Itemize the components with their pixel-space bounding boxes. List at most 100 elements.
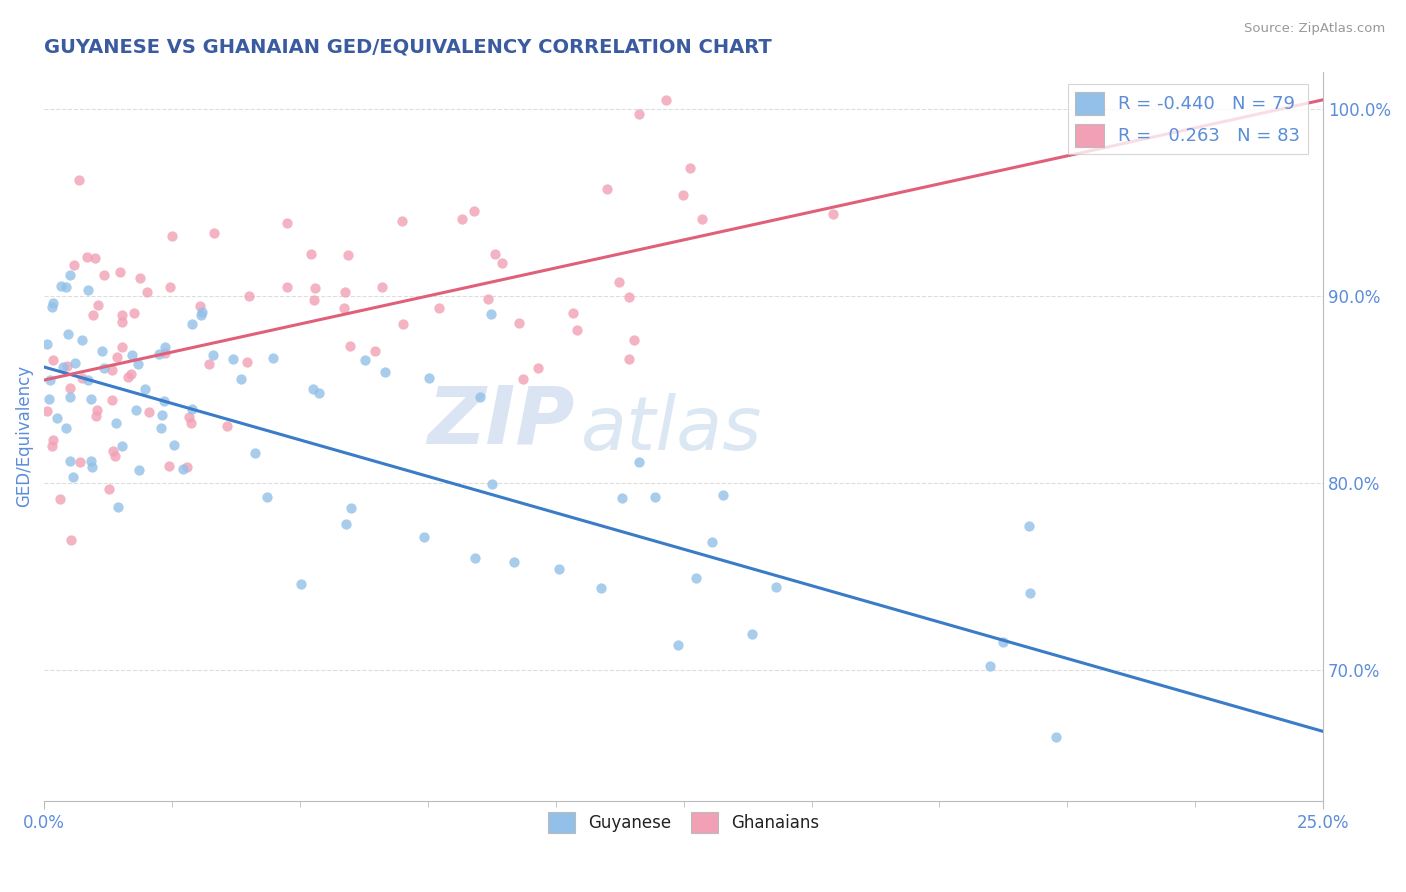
Point [59, 381, 82, 395]
Point [464, 550, 486, 565]
Point [262, 351, 284, 365]
Point [35, 403, 58, 417]
Point [181, 401, 204, 416]
Text: atlas: atlas [581, 392, 762, 465]
Point [122, 305, 145, 319]
Point [201, 348, 224, 362]
Point [56, 327, 79, 342]
Point [41, 295, 63, 310]
Point [177, 409, 200, 424]
Point [363, 344, 385, 359]
Point [98, 482, 121, 496]
Point [82, 309, 104, 323]
Point [672, 187, 695, 202]
Point [160, 229, 183, 244]
Point [38, 392, 60, 406]
Point [627, 455, 650, 469]
Point [238, 289, 260, 303]
Point [136, 285, 159, 299]
Point [41, 439, 63, 453]
Point [59, 454, 82, 468]
Point [77, 373, 100, 387]
Y-axis label: GED/Equivalency: GED/Equivalency [15, 365, 32, 508]
Point [979, 659, 1001, 673]
Legend: Guyanese, Ghanaians: Guyanese, Ghanaians [541, 805, 825, 839]
Point [101, 363, 124, 377]
Point [84, 409, 107, 424]
Point [84, 251, 107, 265]
Point [105, 416, 128, 430]
Point [236, 355, 259, 369]
Point [229, 372, 252, 386]
Point [609, 275, 631, 289]
Point [198, 357, 221, 371]
Point [41, 353, 63, 368]
Point [711, 488, 734, 502]
Point [55, 359, 77, 373]
Point [55, 421, 77, 435]
Point [666, 638, 689, 652]
Point [80, 460, 103, 475]
Point [450, 212, 472, 227]
Point [427, 301, 450, 315]
Point [153, 346, 176, 360]
Text: Source: ZipAtlas.com: Source: ZipAtlas.com [1244, 22, 1385, 36]
Point [59, 268, 82, 282]
Point [69, 455, 91, 469]
Point [172, 462, 194, 476]
Point [60, 533, 83, 548]
Point [702, 535, 724, 549]
Point [86, 403, 108, 417]
Point [413, 530, 436, 544]
Point [336, 248, 359, 262]
Point [104, 450, 127, 464]
Point [93, 361, 115, 376]
Point [153, 340, 176, 354]
Point [617, 290, 640, 304]
Point [484, 247, 506, 261]
Point [49, 492, 72, 507]
Point [741, 626, 763, 640]
Point [340, 500, 363, 515]
Point [302, 293, 325, 307]
Point [180, 417, 202, 431]
Point [527, 361, 550, 376]
Point [46, 410, 69, 425]
Text: GUYANESE VS GHANAIAN GED/EQUIVALENCY CORRELATION CHART: GUYANESE VS GHANAIAN GED/EQUIVALENCY COR… [44, 37, 772, 56]
Point [41, 300, 63, 314]
Point [52, 359, 75, 374]
Point [49, 278, 72, 293]
Point [765, 580, 787, 594]
Point [679, 161, 702, 175]
Point [59, 390, 82, 404]
Point [565, 323, 588, 337]
Point [370, 280, 392, 294]
Point [159, 279, 181, 293]
Point [127, 357, 149, 371]
Point [1018, 519, 1040, 533]
Point [256, 491, 278, 505]
Point [290, 577, 312, 591]
Point [993, 634, 1015, 648]
Point [612, 491, 634, 505]
Point [479, 307, 502, 321]
Point [508, 317, 530, 331]
Point [596, 182, 619, 196]
Point [623, 333, 645, 347]
Point [217, 418, 239, 433]
Point [654, 93, 676, 107]
Point [42, 434, 65, 448]
Point [111, 340, 134, 354]
Point [125, 403, 148, 417]
Point [111, 315, 134, 329]
Point [468, 390, 491, 404]
Point [463, 204, 485, 219]
Point [690, 211, 713, 226]
Point [617, 352, 640, 367]
Point [685, 571, 707, 585]
Point [245, 446, 267, 460]
Point [77, 283, 100, 297]
Point [391, 318, 413, 332]
Point [332, 301, 354, 316]
Point [157, 459, 180, 474]
